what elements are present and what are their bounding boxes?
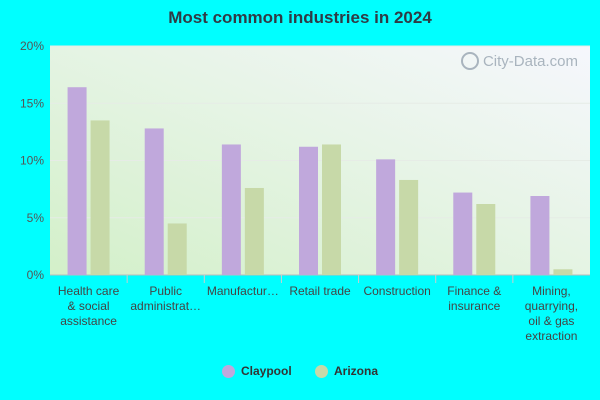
x-category-label: Mining, quarrying, oil & gas extraction <box>525 284 578 343</box>
bar-arizona-5 <box>476 204 496 275</box>
y-tick-label: 5% <box>27 211 45 225</box>
y-tick-label: 20% <box>20 39 44 53</box>
x-category-label-line: administrat… <box>130 299 201 313</box>
legend: Claypool Arizona <box>0 364 600 381</box>
bar-claypool-0 <box>67 87 87 275</box>
bar-claypool-3 <box>299 146 318 275</box>
x-category-label-line: Health care <box>58 284 120 298</box>
watermark-text: City-Data.com <box>482 52 578 70</box>
x-category-label: Manufactur… <box>207 284 279 298</box>
legend-item-arizona: Arizona <box>315 364 378 378</box>
x-category-label: Public administrat… <box>130 284 201 313</box>
bar-claypool-2 <box>221 144 241 275</box>
bar-claypool-5 <box>453 192 473 275</box>
x-category-label-line: Mining, <box>532 284 571 298</box>
x-category-label-line: insurance <box>448 299 500 313</box>
legend-item-claypool: Claypool <box>221 364 292 378</box>
x-category-label: Finance & insurance <box>447 284 501 313</box>
y-tick-label: 0% <box>27 268 45 282</box>
x-category-label-line: oil & gas <box>528 314 574 328</box>
x-category-label-line: extraction <box>525 329 577 343</box>
bar-claypool-4 <box>376 159 396 275</box>
x-category-label-line: quarrying, <box>525 299 578 313</box>
legend-swatch-claypool <box>221 364 235 378</box>
y-tick-label: 10% <box>20 154 44 168</box>
bar-arizona-0 <box>90 120 110 275</box>
bar-claypool-1 <box>144 128 164 275</box>
bar-arizona-2 <box>244 187 264 275</box>
y-tick-label: 15% <box>20 96 44 110</box>
legend-label-arizona: Arizona <box>334 364 379 378</box>
legend-swatch-arizona <box>315 364 328 378</box>
x-category-label-line: & social <box>68 299 110 313</box>
x-category-label-line: Public <box>149 284 182 298</box>
x-category-label: Construction <box>363 284 430 298</box>
bar-arizona-6 <box>553 269 573 275</box>
bar-claypool-6 <box>530 195 550 275</box>
magnifier-icon <box>460 52 479 70</box>
bar-arizona-4 <box>399 179 419 275</box>
x-category-label-line: Retail trade <box>289 284 351 298</box>
x-category-label-line: assistance <box>60 314 117 328</box>
x-category-label-line: Finance & <box>447 284 501 298</box>
x-category-label-line: Manufactur… <box>207 284 279 298</box>
x-category-label: Retail trade <box>289 284 351 298</box>
x-category-label-line: Construction <box>363 284 430 298</box>
watermark: City-Data.com <box>460 52 578 70</box>
legend-label-claypool: Claypool <box>240 364 292 378</box>
chart-title: Most common industries in 2024 <box>168 8 432 27</box>
bar-arizona-3 <box>322 144 341 275</box>
bar-arizona-1 <box>167 223 187 275</box>
x-category-label: Health care & social assistance <box>58 284 120 328</box>
